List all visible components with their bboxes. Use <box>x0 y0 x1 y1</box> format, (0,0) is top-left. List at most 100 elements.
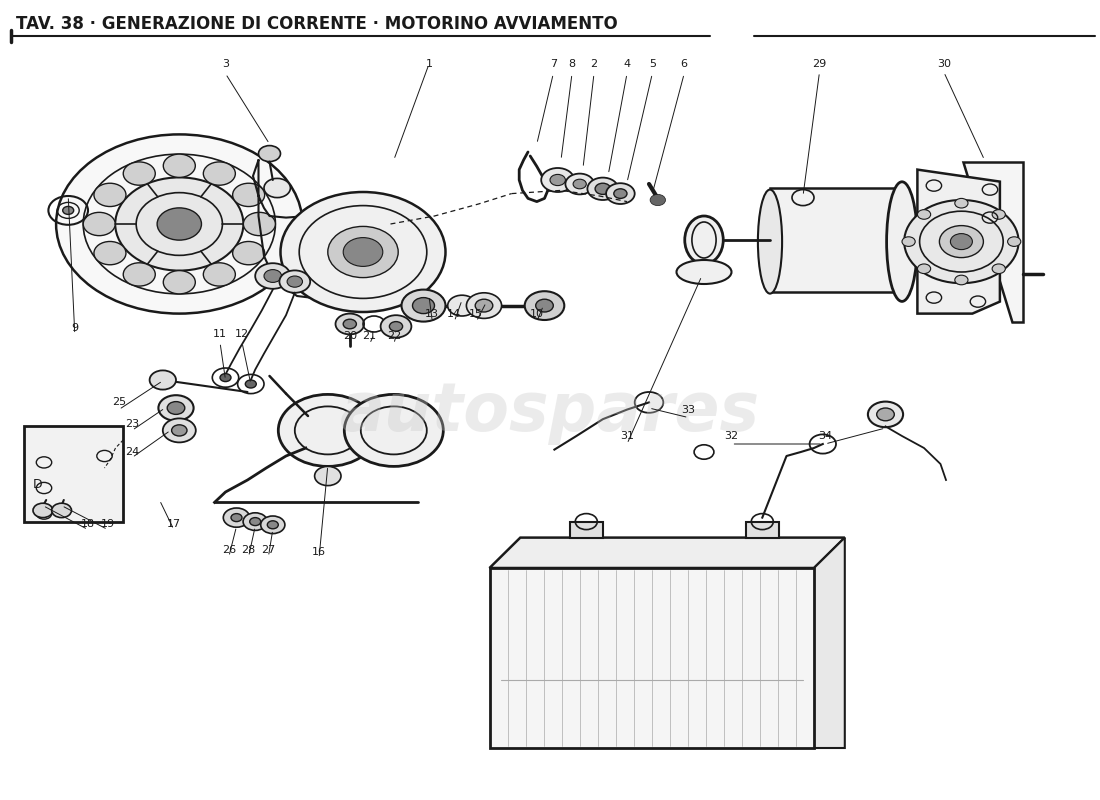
Circle shape <box>536 299 553 312</box>
Circle shape <box>650 194 666 206</box>
Circle shape <box>955 275 968 285</box>
Polygon shape <box>814 538 845 748</box>
Bar <box>746 522 779 538</box>
Circle shape <box>157 208 201 240</box>
Text: TAV. 38 · GENERAZIONE DI CORRENTE · MOTORINO AVVIAMENTO: TAV. 38 · GENERAZIONE DI CORRENTE · MOTO… <box>16 15 618 33</box>
Circle shape <box>245 380 256 388</box>
Polygon shape <box>962 162 1023 322</box>
Circle shape <box>243 212 275 236</box>
Circle shape <box>56 134 302 314</box>
Circle shape <box>163 154 196 178</box>
Ellipse shape <box>758 190 782 294</box>
Circle shape <box>614 189 627 198</box>
Text: 18: 18 <box>81 519 95 529</box>
Circle shape <box>163 270 196 294</box>
Text: 16: 16 <box>312 547 326 557</box>
Circle shape <box>204 262 235 286</box>
Bar <box>490 568 814 748</box>
Circle shape <box>992 210 1005 219</box>
Text: 12: 12 <box>235 330 249 339</box>
Circle shape <box>33 503 53 518</box>
Circle shape <box>255 263 290 289</box>
Circle shape <box>389 322 403 331</box>
Text: autospares: autospares <box>340 379 760 445</box>
Circle shape <box>902 237 915 246</box>
Text: 32: 32 <box>725 431 738 441</box>
Circle shape <box>525 291 564 320</box>
Text: 1: 1 <box>426 59 432 69</box>
Circle shape <box>381 315 411 338</box>
Circle shape <box>328 226 398 278</box>
Text: 24: 24 <box>125 447 139 457</box>
Circle shape <box>243 513 267 530</box>
Circle shape <box>278 394 377 466</box>
Circle shape <box>52 503 72 518</box>
Circle shape <box>344 394 443 466</box>
Circle shape <box>123 162 155 186</box>
Text: 9: 9 <box>72 323 78 333</box>
Circle shape <box>220 374 231 382</box>
Text: 17: 17 <box>167 519 180 529</box>
Circle shape <box>264 178 290 198</box>
Circle shape <box>204 162 235 186</box>
Text: 5: 5 <box>649 59 656 69</box>
Ellipse shape <box>676 260 732 284</box>
Text: 27: 27 <box>262 545 275 554</box>
Circle shape <box>172 425 187 436</box>
Text: 22: 22 <box>387 331 400 341</box>
Bar <box>570 522 603 538</box>
Text: 15: 15 <box>470 310 483 319</box>
Circle shape <box>917 210 931 219</box>
Circle shape <box>587 178 618 200</box>
Text: 14: 14 <box>448 310 461 319</box>
Ellipse shape <box>684 216 724 264</box>
Circle shape <box>279 270 310 293</box>
Bar <box>24 426 123 522</box>
Circle shape <box>261 516 285 534</box>
Circle shape <box>448 295 476 316</box>
Circle shape <box>606 183 635 204</box>
Circle shape <box>287 276 303 287</box>
Text: 28: 28 <box>242 545 255 554</box>
Polygon shape <box>490 538 845 568</box>
Circle shape <box>550 174 565 186</box>
Circle shape <box>1008 237 1021 246</box>
Circle shape <box>250 518 261 526</box>
Text: 8: 8 <box>569 59 575 69</box>
Circle shape <box>939 226 983 258</box>
Circle shape <box>223 508 250 527</box>
Circle shape <box>955 198 968 208</box>
Bar <box>770 188 902 292</box>
Text: 34: 34 <box>818 431 832 441</box>
Circle shape <box>231 514 242 522</box>
Circle shape <box>343 319 356 329</box>
Circle shape <box>992 264 1005 274</box>
Circle shape <box>904 200 1019 283</box>
Text: 3: 3 <box>222 59 229 69</box>
Circle shape <box>565 174 594 194</box>
Circle shape <box>167 402 185 414</box>
Circle shape <box>336 314 364 334</box>
Text: 21: 21 <box>363 331 376 341</box>
Text: 7: 7 <box>550 59 557 69</box>
Circle shape <box>232 242 265 265</box>
Text: 19: 19 <box>101 519 114 529</box>
Circle shape <box>343 238 383 266</box>
Circle shape <box>412 298 434 314</box>
Circle shape <box>116 178 243 270</box>
Text: 26: 26 <box>222 545 235 554</box>
Text: 4: 4 <box>624 59 630 69</box>
Circle shape <box>315 466 341 486</box>
Circle shape <box>158 395 194 421</box>
Circle shape <box>150 370 176 390</box>
Circle shape <box>63 206 74 214</box>
Text: 2: 2 <box>591 59 597 69</box>
Circle shape <box>868 402 903 427</box>
Text: 23: 23 <box>125 419 139 429</box>
Circle shape <box>595 183 610 194</box>
Circle shape <box>258 146 280 162</box>
Circle shape <box>541 168 574 192</box>
Circle shape <box>877 408 894 421</box>
Circle shape <box>94 183 126 206</box>
Circle shape <box>280 192 446 312</box>
